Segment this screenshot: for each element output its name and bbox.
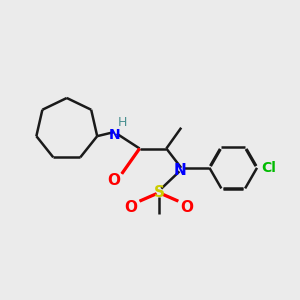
- Text: O: O: [124, 200, 137, 214]
- Text: H: H: [117, 116, 127, 129]
- Text: N: N: [174, 163, 186, 178]
- Text: O: O: [181, 200, 194, 214]
- Text: S: S: [153, 185, 164, 200]
- Text: Cl: Cl: [262, 161, 276, 175]
- Text: N: N: [109, 128, 121, 142]
- Text: O: O: [107, 173, 120, 188]
